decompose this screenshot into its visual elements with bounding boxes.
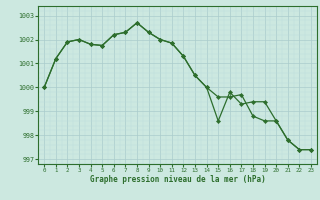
X-axis label: Graphe pression niveau de la mer (hPa): Graphe pression niveau de la mer (hPa) xyxy=(90,175,266,184)
